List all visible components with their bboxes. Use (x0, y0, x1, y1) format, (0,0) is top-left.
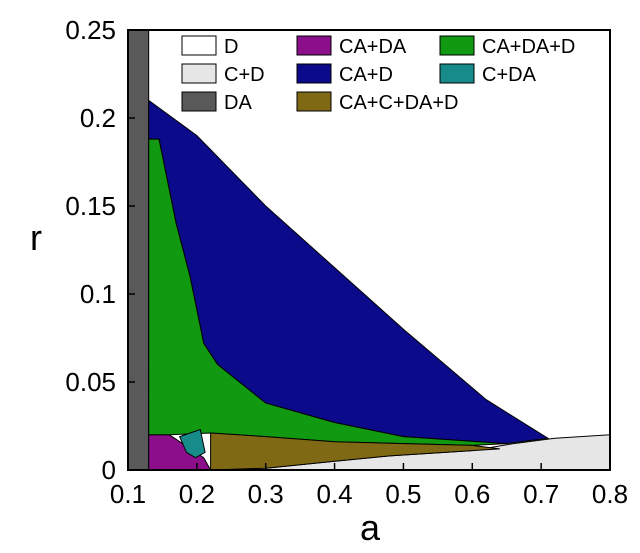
legend-item-ca-plus-d: CA+D (296, 63, 393, 86)
legend-label: C+DA (482, 64, 537, 86)
legend-label: CA+C+DA+D (339, 92, 459, 114)
legend-label: C+D (224, 64, 265, 86)
x-tick-label: 0.3 (248, 479, 284, 509)
legend-item-ca-plus-c-plus-da-plus-d: CA+C+DA+D (296, 91, 459, 114)
legend-label: CA+D (339, 64, 393, 86)
x-tick-label: 0.2 (179, 479, 215, 509)
y-tick-label: 0.1 (80, 279, 116, 309)
legend-label: CA+DA+D (482, 36, 575, 58)
legend-label: CA+DA (339, 36, 407, 58)
y-tick-label: 0.05 (65, 367, 116, 397)
y-tick-label: 0.15 (65, 191, 116, 221)
legend-swatch (181, 91, 217, 112)
legend-item-ca-plus-da-plus-d: CA+DA+D (439, 35, 575, 58)
plot-frame (127, 29, 611, 471)
legend-swatch (181, 35, 217, 56)
x-tick-label: 0.8 (592, 479, 628, 509)
region-ca-plus-c-plus-da-plus-d (210, 432, 500, 471)
legend-swatch (181, 63, 217, 84)
region-c-plus-da (178, 428, 206, 459)
legend-item-c-plus-d: C+D (181, 63, 265, 86)
y-tick-label: 0.2 (80, 103, 116, 133)
x-axis: 0.1 0.2 0.3 0.4 0.5 0.6 0.7 0.8 (110, 463, 628, 509)
x-tick-label: 0.4 (316, 479, 352, 509)
x-tick-label: 0.5 (385, 479, 421, 509)
legend: D CA+DA CA+DA+D C+D CA+D C+DA DA CA+C+DA+D (181, 35, 575, 114)
region-layer (127, 29, 611, 471)
legend-item-d: D (181, 35, 238, 58)
legend-item-c-plus-da: C+DA (439, 63, 537, 86)
legend-swatch (439, 35, 475, 56)
y-tick-label: 0 (102, 455, 116, 485)
legend-item-ca-plus-da: CA+DA (296, 35, 407, 58)
legend-swatch (439, 63, 475, 84)
legend-swatch (296, 35, 332, 56)
y-axis-label: r (30, 217, 42, 258)
legend-swatch (296, 63, 332, 84)
region-da (127, 29, 150, 471)
x-tick-label: 0.6 (454, 479, 490, 509)
y-tick-label: 0.25 (65, 15, 116, 45)
x-axis-label: a (360, 507, 381, 548)
legend-item-da: DA (181, 91, 252, 114)
y-axis: 0 0.05 0.1 0.15 0.2 0.25 (65, 15, 135, 485)
legend-label: DA (224, 92, 252, 114)
legend-swatch (296, 91, 332, 112)
x-tick-label: 0.7 (523, 479, 559, 509)
x-tick-label: 0.1 (110, 479, 146, 509)
legend-label: D (224, 36, 238, 58)
